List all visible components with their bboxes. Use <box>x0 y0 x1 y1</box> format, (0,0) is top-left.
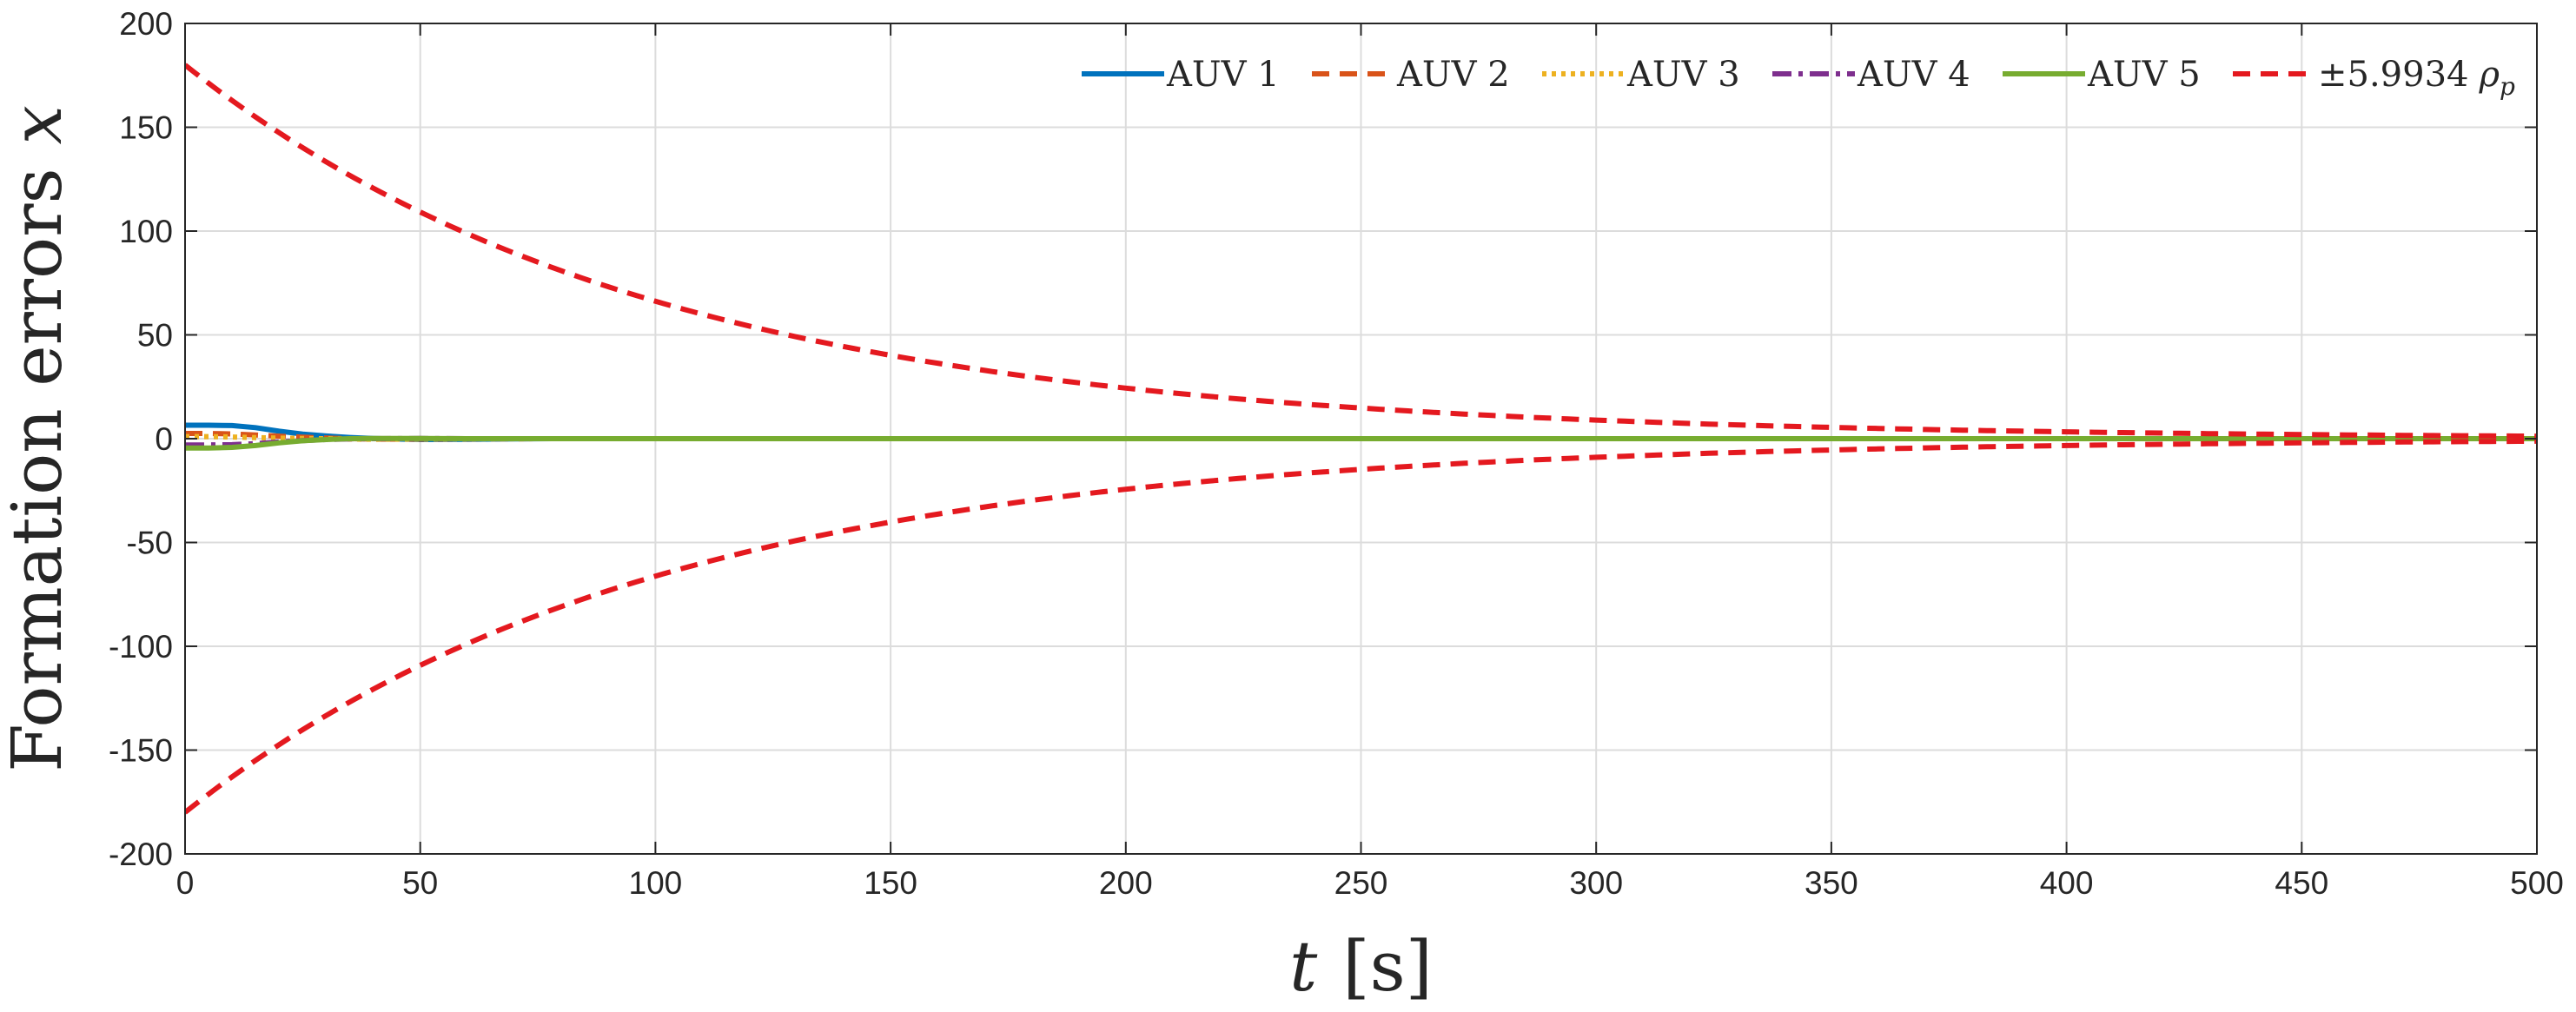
upper-bound-line <box>185 63 2537 440</box>
y-tick-label: 200 <box>119 6 173 42</box>
legend-label: AUV 1 <box>1166 55 1280 95</box>
x-tick-label: 350 <box>1805 865 1858 901</box>
y-axis-title: Formation errors x <box>0 105 77 771</box>
y-tick-label: -100 <box>109 629 173 665</box>
legend-label: AUV 2 <box>1396 55 1510 95</box>
x-tick-label: 200 <box>1099 865 1153 901</box>
x-tick-label: 450 <box>2275 865 2328 901</box>
y-tick-label: 150 <box>119 110 173 146</box>
series-line-auv-5 <box>185 435 2537 451</box>
x-axis-title: t [s] <box>1289 926 1433 1007</box>
series-lines <box>185 63 2537 815</box>
x-tick-label: 0 <box>176 865 195 901</box>
x-axis-ticks: 0 50 100 150 200 250 300 350 400 450 500 <box>176 23 2564 901</box>
legend-label: AUV 3 <box>1626 55 1740 95</box>
x-tick-label: 250 <box>1334 865 1388 901</box>
y-tick-label: 50 <box>137 318 173 354</box>
lower-bound-line <box>185 438 2537 815</box>
y-axis-ticks: -200 -150 -100 -50 0 50 100 150 200 <box>109 6 2537 872</box>
legend: AUV 1 AUV 2 AUV 3 AUV 4 AUV 5 ±5.9934 ρp <box>1082 55 2515 101</box>
legend-label: AUV 4 <box>1857 55 1970 95</box>
y-tick-label: -50 <box>127 526 173 561</box>
x-tick-label: 150 <box>864 865 917 901</box>
x-tick-label: 300 <box>1569 865 1623 901</box>
y-tick-label: -200 <box>109 837 173 872</box>
y-tick-label: 0 <box>155 421 173 457</box>
legend-label: AUV 5 <box>2087 55 2201 95</box>
x-tick-label: 50 <box>402 865 438 901</box>
y-tick-label: 100 <box>119 214 173 249</box>
legend-label: ±5.9934 ρp <box>2318 55 2515 101</box>
y-tick-label: -150 <box>109 733 173 769</box>
x-tick-label: 100 <box>629 865 683 901</box>
x-tick-label: 400 <box>2040 865 2094 901</box>
x-tick-label: 500 <box>2510 865 2564 901</box>
